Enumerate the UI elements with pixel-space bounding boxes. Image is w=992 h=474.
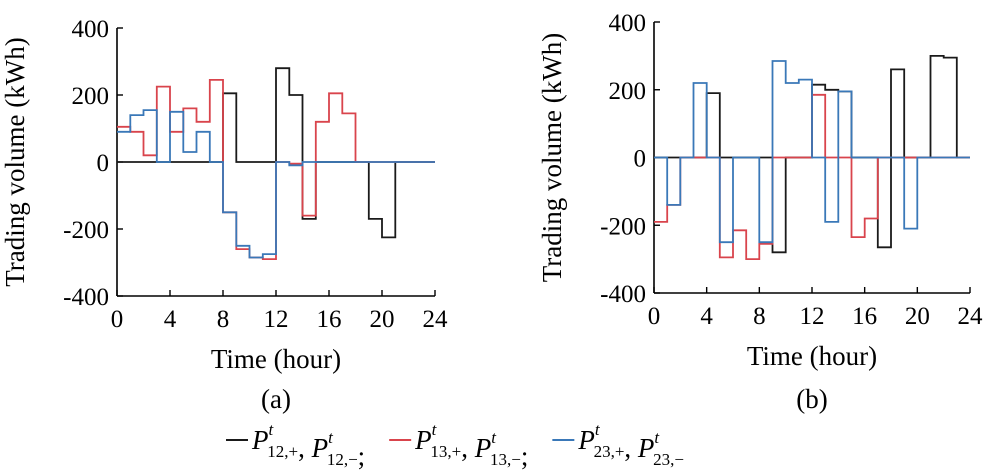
y-tick-label: 200 [609, 78, 647, 105]
x-tick-label: 24 [423, 306, 449, 333]
y-tick-label: -400 [600, 281, 646, 308]
y-tick-label: 0 [634, 146, 647, 173]
x-tick-label: 4 [164, 306, 177, 333]
x-tick-label: 12 [264, 306, 289, 333]
legend-entry-red: Pt 13,+, Pt 13,−; [414, 420, 528, 471]
chart-panel-a: 0 4 8 12 16 20 24 400 200 0 -200 -400 Time (hour) Tra… [0, 16, 448, 414]
x-tick-label: 20 [905, 303, 930, 330]
y-tick-label: 0 [97, 150, 110, 177]
series-line-black [117, 67, 435, 239]
x-tick-label: 0 [111, 306, 124, 333]
x-tick-label: 8 [217, 306, 230, 333]
legend-entry-blue: Pt 23,+, Pt 23,− [577, 420, 684, 469]
x-tick-label: 8 [753, 303, 766, 330]
y-tick-label: 400 [72, 16, 110, 43]
legend-entry-black: Pt 12,+, Pt 12,−; [251, 420, 365, 471]
x-tick-label: 4 [700, 303, 713, 330]
series-line-blue [117, 109, 435, 259]
x-axis-label: Time (hour) [747, 341, 877, 371]
y-axis-label: Trading volume (kWh) [537, 33, 567, 282]
legend: Pt 12,+, Pt 12,−; Pt 13,+, Pt 13,−; Pt 23,+, Pt… [226, 420, 684, 471]
x-tick-label: 20 [370, 306, 395, 333]
y-tick-label: -200 [600, 213, 646, 240]
panel-label: (a) [261, 384, 291, 414]
x-tick-label: 0 [648, 303, 661, 330]
y-tick-label: 200 [72, 83, 110, 110]
x-tick-label: 24 [958, 303, 984, 330]
panel-label: (b) [796, 384, 827, 414]
y-tick-label: -200 [63, 217, 109, 244]
series-line-blue [654, 60, 970, 244]
y-tick-label: -400 [63, 284, 109, 311]
y-tick-label: 400 [609, 10, 647, 37]
x-tick-label: 16 [852, 303, 877, 330]
chart-panel-b: 0 4 8 12 16 20 24 400 200 0 -200 -400 Time (hour) Tra… [537, 10, 983, 414]
x-axis-label: Time (hour) [211, 344, 341, 374]
x-tick-label: 16 [317, 306, 342, 333]
x-tick-label: 12 [800, 303, 825, 330]
y-axis-label: Trading volume (kWh) [0, 37, 30, 286]
